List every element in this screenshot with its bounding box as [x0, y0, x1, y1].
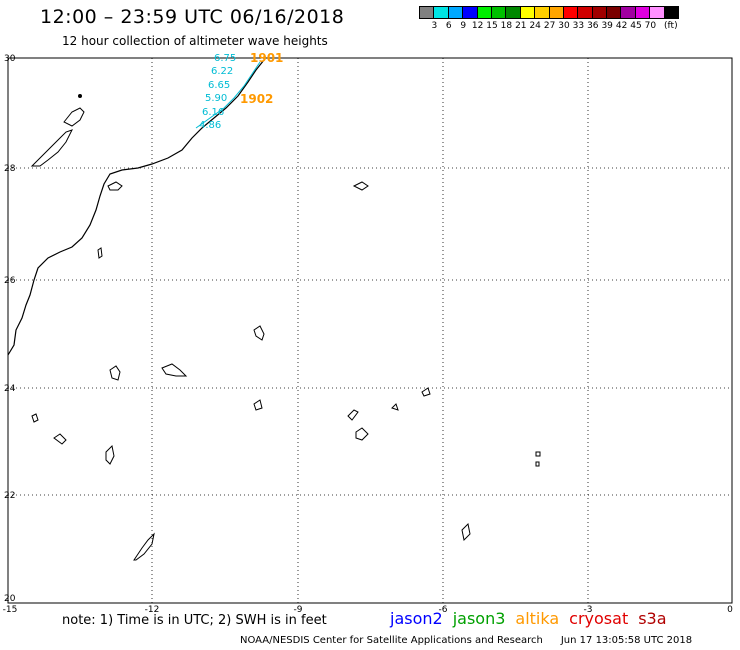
lon-label: -3	[584, 605, 593, 615]
legend-swatch	[663, 6, 680, 19]
wave-height-label: 6.16	[202, 107, 224, 118]
satellite-altika: altika	[515, 609, 560, 628]
legend-label: 18	[500, 21, 513, 31]
credit-line: NOAA/NESDIS Center for Satellite Applica…	[240, 635, 692, 646]
lat-label: 26	[4, 276, 16, 286]
satellite-cryosat: cryosat	[569, 609, 629, 628]
legend-label: 3	[431, 21, 438, 31]
satellite-s3a: s3a	[638, 609, 667, 628]
legend-label: 9	[460, 21, 467, 31]
lon-label: -15	[3, 605, 18, 615]
wave-height-label: 4.86	[199, 120, 221, 131]
map-frame	[7, 57, 733, 604]
legend-label: 6	[445, 21, 452, 31]
legend-label: 21	[515, 21, 527, 31]
islands	[30, 94, 541, 561]
time-label: 1902	[240, 92, 273, 106]
lon-label: -9	[294, 605, 303, 615]
lon-label: -12	[145, 605, 160, 615]
wave-height-labels: 6.75 6.22 6.65 5.90 6.16 4.86	[199, 53, 236, 131]
page-title: 12:00 – 23:59 UTC 06/16/2018	[40, 6, 345, 28]
wave-height-label: 6.75	[214, 53, 236, 64]
legend-labels: 3 6 9 12 15 18 21 24 27 30 33 36 39 42 45 70 (ft)	[420, 19, 740, 33]
wave-height-label: 6.22	[211, 66, 233, 77]
longitude-labels: -15 -12 -9 -6 -3 0	[3, 605, 733, 615]
legend-label: 45	[630, 21, 642, 31]
lat-label: 24	[4, 384, 16, 394]
wave-height-label: 6.65	[208, 80, 230, 91]
legend-label: 33	[572, 21, 585, 31]
footnote: note: 1) Time is in UTC; 2) SWH is in fe…	[62, 613, 327, 628]
coastline	[7, 59, 265, 356]
legend-label: 36	[587, 21, 599, 31]
time-labels: 1901 1902	[240, 51, 283, 106]
lat-label: 20	[4, 594, 16, 604]
lat-label: 30	[4, 54, 16, 64]
legend-label: 12	[471, 21, 484, 31]
time-label: 1901	[250, 51, 283, 65]
legend-label: 24	[529, 21, 541, 31]
legend-label: 27	[543, 21, 556, 31]
legend-label: 30	[558, 21, 570, 31]
lat-label: 28	[4, 164, 16, 174]
legend-label: 70	[644, 21, 657, 31]
satellite-jason2: jason2	[390, 609, 443, 628]
wave-height-label: 5.90	[205, 93, 227, 104]
satellite-legend: jason2 jason3 altika cryosat s3a	[390, 609, 677, 628]
legend-label: 42	[615, 21, 628, 31]
satellite-track	[195, 61, 261, 129]
credit-text: NOAA/NESDIS Center for Satellite Applica…	[240, 635, 543, 646]
legend-label: 15	[486, 21, 498, 31]
color-legend: 3 6 9 12 15 18 21 24 27 30 33 36 39 42 45 70 (ft)	[419, 6, 740, 33]
legend-label: (ft)	[664, 21, 678, 31]
legend-label: 39	[601, 21, 613, 31]
latitude-labels: 30 28 26 24 22 20	[4, 54, 16, 604]
legend-swatches	[419, 6, 740, 19]
lon-label: -6	[439, 605, 448, 615]
timestamp: Jun 17 13:05:58 UTC 2018	[560, 635, 693, 646]
lat-label: 22	[4, 491, 15, 501]
lon-label: 0	[727, 605, 733, 615]
page-subtitle: 12 hour collection of altimeter wave hei…	[62, 34, 328, 48]
map-grid	[8, 58, 732, 603]
satellite-jason3: jason3	[452, 609, 506, 628]
